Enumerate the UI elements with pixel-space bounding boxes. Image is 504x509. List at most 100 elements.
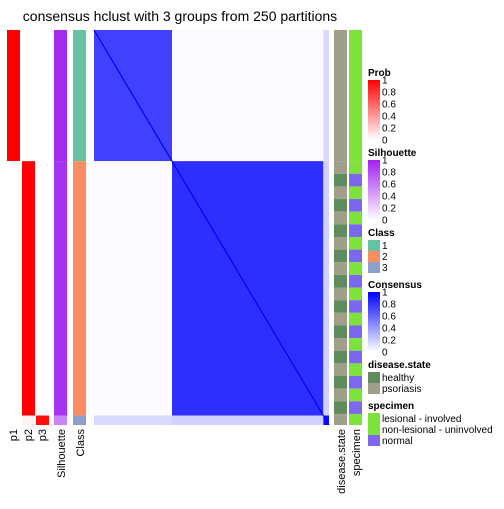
- legend-tick-prob: 0: [382, 136, 388, 147]
- legend-swatch-specimen: [368, 424, 380, 435]
- p2-cell-group-3: [22, 415, 35, 425]
- consensus-block-1-2: [172, 30, 324, 162]
- legend-tick-prob: 0.6: [382, 100, 396, 111]
- p3-cell-group-1: [36, 30, 49, 162]
- legend-tick-silhouette: 0: [382, 216, 388, 227]
- legend-item-class: 2: [382, 252, 388, 263]
- specimen-cell: [349, 211, 362, 225]
- specimen-cell: [349, 388, 362, 402]
- disease-state-cell: [334, 224, 347, 237]
- p2-cell-group-2: [22, 161, 35, 416]
- disease-state-cell: [334, 300, 347, 313]
- legend-tick-silhouette: 1: [382, 156, 388, 167]
- specimen-cell: [349, 224, 362, 237]
- disease-state-cell: [334, 274, 347, 288]
- disease-state-cell: [334, 325, 347, 339]
- column-label-p3: p3: [37, 429, 49, 441]
- column-label-silhouette: Silhouette: [56, 429, 68, 478]
- legend-item-disease-state: psoriasis: [382, 384, 421, 395]
- disease-state-cell: [334, 363, 347, 377]
- legend-item-class: 1: [382, 241, 388, 252]
- legend-title-consensus: Consensus: [368, 280, 422, 291]
- legend-swatch-class: [368, 251, 380, 262]
- disease-state-cell: [334, 236, 347, 250]
- disease-state-cell: [334, 199, 347, 212]
- specimen-cell: [349, 262, 362, 275]
- legend-title-class: Class: [368, 228, 395, 239]
- disease-state-cell: [334, 338, 347, 351]
- disease-state-cell: [334, 350, 347, 364]
- legend-title-specimen: specimen: [368, 401, 414, 412]
- legend-title-disease-state: disease.state: [368, 360, 431, 371]
- specimen-cell: [349, 287, 362, 301]
- specimen-cell: [349, 413, 362, 416]
- disease-state-cell: [334, 211, 347, 225]
- consensus-diagonal: [93, 29, 330, 426]
- specimen-cell: [349, 300, 362, 313]
- silhouette-cell-group-1: [54, 30, 67, 162]
- disease-state-cell: [334, 388, 347, 402]
- specimen-cell: [349, 363, 362, 377]
- disease-state-cell: [334, 173, 347, 187]
- class-cell-group-1: [73, 30, 86, 162]
- column-label-class: Class: [75, 429, 87, 457]
- legend-gradient-consensus: [368, 292, 380, 352]
- legend-tick-consensus: 0.6: [382, 312, 396, 323]
- legend-title-prob: Prob: [368, 68, 391, 79]
- legend-swatch-disease-state: [368, 383, 380, 394]
- disease-state-cell: [334, 312, 347, 326]
- class-cell-group-3: [73, 415, 86, 425]
- specimen-cell: [349, 173, 362, 187]
- disease-state-cell: [334, 376, 347, 389]
- legend-item-disease-state: healthy: [382, 373, 414, 384]
- specimen-cell: [349, 325, 362, 339]
- disease-state-cell: [334, 401, 347, 414]
- column-label-p1: p1: [8, 429, 20, 441]
- consensus-block-3-2: [172, 415, 324, 425]
- specimen-cell: [349, 274, 362, 288]
- legend-swatch-class: [368, 240, 380, 251]
- legend-swatch-specimen: [368, 413, 380, 424]
- p1-cell-group-3: [7, 415, 20, 425]
- legend-tick-silhouette: 0.2: [382, 204, 396, 215]
- specimen-cell: [349, 350, 362, 364]
- legend-tick-consensus: 1: [382, 288, 388, 299]
- disease-state-cell: [334, 30, 347, 162]
- specimen-cell: [349, 401, 362, 414]
- specimen-cell: [349, 186, 362, 200]
- specimen-cell: [349, 161, 362, 174]
- legend-tick-consensus: 0: [382, 348, 388, 359]
- specimen-cell: [349, 236, 362, 250]
- legend-tick-consensus: 0.8: [382, 300, 396, 311]
- disease-state-cell: [334, 262, 347, 275]
- disease-state-cell: [334, 186, 347, 200]
- consensus-block-2-1: [94, 161, 173, 416]
- legend-tick-prob: 0.4: [382, 112, 396, 123]
- p2-cell-group-1: [22, 30, 35, 162]
- legend-swatch-disease-state: [368, 372, 380, 383]
- consensus-block-1-3: [323, 30, 329, 162]
- legend-tick-silhouette: 0.6: [382, 180, 396, 191]
- column-label-p2: p2: [23, 429, 35, 441]
- legend-gradient-prob: [368, 80, 380, 140]
- disease-state-cell: [334, 415, 347, 425]
- specimen-cell: [349, 312, 362, 326]
- disease-state-cell: [334, 287, 347, 301]
- specimen-cell: [349, 199, 362, 212]
- specimen-cell: [349, 415, 362, 425]
- legend-tick-prob: 1: [382, 76, 388, 87]
- consensus-block-2-3: [323, 161, 329, 416]
- specimen-cell: [349, 249, 362, 263]
- legend-item-specimen: lesional - involved: [382, 414, 462, 425]
- legend-tick-consensus: 0.2: [382, 336, 396, 347]
- class-cell-group-2: [73, 161, 86, 416]
- silhouette-cell-group-2: [54, 161, 67, 416]
- specimen-cell: [349, 30, 362, 162]
- legend-swatch-class: [368, 262, 380, 273]
- legend-title-silhouette: Silhouette: [368, 148, 417, 159]
- p3-cell-group-2: [36, 161, 49, 416]
- specimen-cell: [349, 338, 362, 351]
- legend-item-specimen: non-lesional - uninvolved: [382, 425, 493, 436]
- silhouette-cell-group-3: [54, 415, 67, 425]
